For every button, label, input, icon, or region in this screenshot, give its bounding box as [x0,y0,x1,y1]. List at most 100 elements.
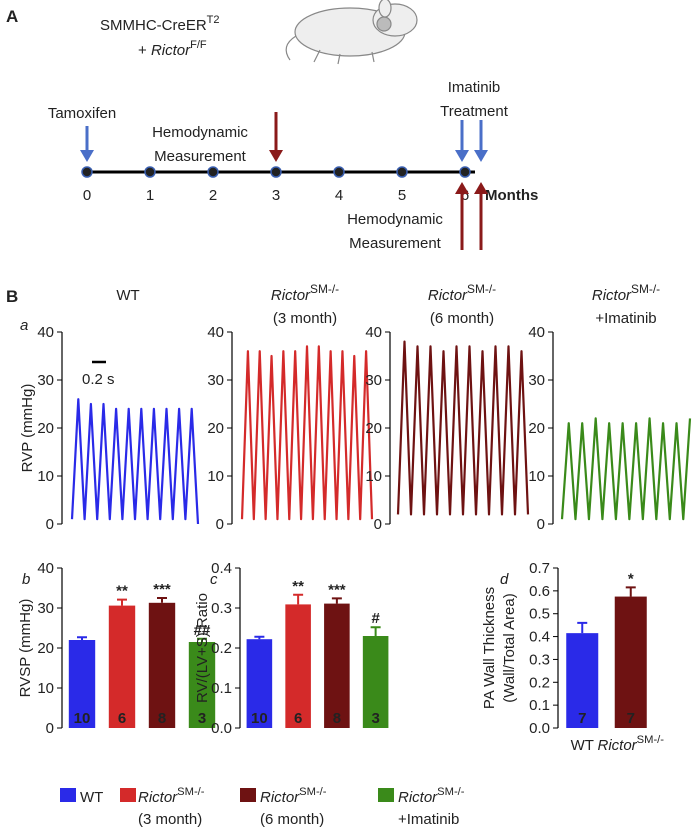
bar [324,603,350,728]
y-tick-label: 40 [528,324,545,341]
pressure-trace [240,345,374,521]
significance: ** [116,583,128,600]
timeline-label: 6 [461,187,469,204]
y-tick-label: 30 [365,372,382,389]
y-tick-label: 0 [46,720,54,737]
name: Rictor [597,737,637,754]
y-tick-label: 0 [537,516,545,533]
y-tick-label: 0.6 [529,583,550,600]
panel-label: a [20,317,28,334]
superscript: SM-/- [637,734,665,746]
y-tick-label: 10 [37,680,54,697]
error-bar [331,597,342,604]
arrow-head [474,150,488,162]
text: + [138,42,151,59]
y-axis-label: RVP (mmHg) [19,384,36,473]
event-label: Imatinib [448,79,501,96]
significance: # [371,610,380,627]
y-tick-label: 20 [528,420,545,437]
n-label: 3 [198,710,206,727]
error-bar [577,621,588,634]
significance: *** [328,581,346,598]
n-label: 8 [333,710,341,727]
arrow-head [474,182,488,194]
n-label: 7 [627,710,635,727]
y-tick-label: 10 [207,468,224,485]
y-tick-label: 40 [207,324,224,341]
error-bar [370,626,381,636]
superscript: SM-/- [631,282,660,296]
rich-label: RictorSM-/- [597,734,664,754]
y-tick-label: 30 [37,372,54,389]
superscript: T2 [207,14,220,26]
name: Rictor [138,789,178,806]
bar [285,604,311,728]
timeline-dot [144,166,156,178]
y-tick-label: 0.4 [211,560,232,577]
y-axis-label: RVSP (mmHg) [17,599,34,698]
legend-swatch [378,788,394,802]
y-tick-label: 40 [365,324,382,341]
error-bar [254,635,265,640]
legend-swatch [240,788,256,802]
y-tick-label: 20 [37,640,54,657]
y-tick-label: 0.1 [529,697,550,714]
y-tick-label: 0 [46,516,54,533]
y-tick-label: 30 [528,372,545,389]
rich-label: WT [80,789,103,806]
y-tick-label: 10 [37,468,54,485]
panel-label: c [210,571,218,588]
arrow-head [269,150,283,162]
n-label: 6 [118,710,126,727]
superscript: F/F [190,39,207,51]
significance: ** [292,578,304,595]
superscript: SM-/- [310,282,339,296]
n-label: 10 [251,710,268,727]
note: +Imatinib [595,310,656,327]
event-label: Hemodynamic [347,211,443,228]
name: Rictor [592,287,632,304]
text: SMMHC-CreER [100,17,207,34]
n-label: 7 [578,710,586,727]
timeline-dot [333,166,345,178]
arrow-head [80,150,94,162]
bar [148,602,176,728]
name: Rictor [428,287,468,304]
y-tick-label: 0.5 [529,606,550,623]
superscript: SM-/- [467,282,496,296]
rich-label: RictorSM-/- [260,786,327,806]
y-tick-label: 0.3 [529,651,550,668]
arrow-head [455,150,469,162]
rich-label: WT [571,737,594,754]
superscript: SM-/- [177,786,205,798]
y-tick-label: 0.7 [529,560,550,577]
y-axis-label: (Wall/Total Area) [501,593,518,702]
arrow-head [455,182,469,194]
y-axis-label: RV/(LV+S) Ratio [194,593,211,703]
y-tick-label: 0.2 [211,640,232,657]
n-label: 3 [371,710,379,727]
event-label: Hemodynamic [152,124,248,141]
timeline-label: 1 [146,187,154,204]
timeline-dot [207,166,219,178]
mouse-icon [285,0,418,65]
panel-label: A [6,7,18,26]
event-label: Treatment [440,103,509,120]
y-tick-label: 40 [37,560,54,577]
significance: *** [153,581,171,598]
error-bar [77,636,87,640]
error-bar [197,637,207,642]
rich-label: RictorSM-/- [428,282,496,304]
note: (3 month) [273,310,337,327]
significance: ## [194,622,211,639]
bar [108,605,136,728]
timeline-label: 2 [209,187,217,204]
event-label: Measurement [349,235,442,252]
timeline-dot [459,166,471,178]
bar [362,636,389,728]
y-tick-label: 0.0 [529,720,550,737]
note: (6 month) [430,310,494,327]
legend-swatch [60,788,76,802]
superscript: SM-/- [299,786,327,798]
rich-label: RictorSM-/- [138,786,205,806]
